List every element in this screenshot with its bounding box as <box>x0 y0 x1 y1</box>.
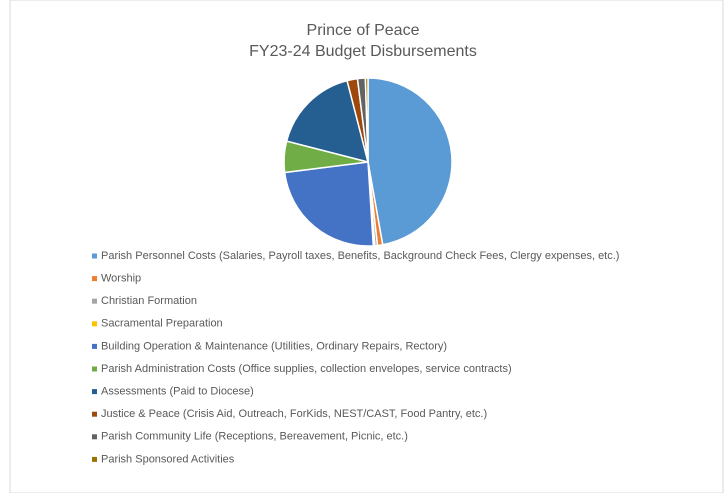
pie-slice <box>367 77 453 246</box>
legend-label: Parish Personnel Costs (Salaries, Payrol… <box>101 250 619 262</box>
legend-swatch <box>92 456 97 462</box>
chart-subtitle: FY23-24 Budget Disbursements <box>249 43 477 60</box>
legend-swatch <box>92 343 97 349</box>
legend-swatch <box>92 434 97 440</box>
legend-label: Building Operation & Maintenance (Utilit… <box>101 340 447 352</box>
legend-label: Worship <box>101 273 141 285</box>
pie-slice <box>364 77 369 163</box>
legend-swatch <box>92 321 97 327</box>
pie-slice <box>283 161 375 247</box>
legend-label: Justice & Peace (Crisis Aid, Outreach, F… <box>101 408 487 420</box>
legend-swatch <box>92 411 97 417</box>
legend-label: Parish Administration Costs (Office supp… <box>101 363 512 375</box>
legend-swatch <box>92 298 97 304</box>
legend-label: Christian Formation <box>101 295 197 307</box>
legend-swatch <box>92 389 97 395</box>
legend-swatch <box>92 366 97 372</box>
legend-label: Parish Sponsored Activities <box>101 453 235 465</box>
legend-label: Assessments (Paid to Diocese) <box>101 386 254 398</box>
legend-swatch <box>92 253 97 259</box>
pie-slice <box>285 79 370 164</box>
legend-swatch <box>92 276 97 282</box>
legend-label: Sacramental Preparation <box>101 318 223 330</box>
chart-title: Prince of Peace <box>307 22 420 39</box>
legend-label: Parish Community Life (Receptions, Berea… <box>101 431 408 443</box>
